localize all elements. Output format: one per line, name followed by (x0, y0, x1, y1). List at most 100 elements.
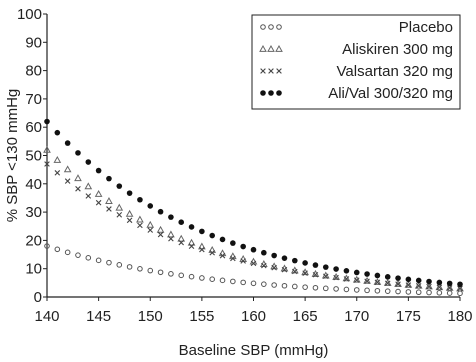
legend-entry: Placebo (260, 19, 453, 36)
data-point (75, 150, 81, 156)
data-point (333, 274, 339, 281)
data-point (415, 289, 422, 296)
data-point (415, 277, 422, 284)
data-point (199, 275, 205, 281)
data-point (147, 267, 154, 274)
x-tick-label: 155 (189, 308, 214, 325)
legend-marker (260, 24, 266, 30)
data-point (426, 283, 432, 290)
data-point (199, 228, 205, 235)
data-point (64, 178, 71, 184)
data-point (415, 283, 422, 289)
data-point (157, 208, 164, 215)
legend: Placebo Aliskiren 300 mg Valsartan 320 mg A… (251, 14, 461, 110)
data-point (105, 197, 113, 204)
data-point (240, 279, 246, 286)
data-point (199, 246, 205, 253)
data-point (126, 217, 133, 224)
data-point (136, 215, 144, 223)
legend-marker (276, 90, 282, 96)
data-point (177, 234, 186, 242)
legend-label: Valsartan 320 mg (337, 63, 453, 80)
data-point (209, 249, 215, 256)
data-point (281, 255, 288, 261)
data-point (281, 266, 288, 273)
data-point (343, 286, 350, 293)
data-point (240, 243, 246, 250)
data-point (384, 288, 391, 294)
data-point (137, 265, 143, 272)
data-point (281, 282, 288, 289)
data-point (85, 255, 92, 261)
data-point (188, 243, 195, 250)
legend-entry: Aliskiren 300 mg (259, 41, 453, 58)
data-point (106, 206, 112, 212)
data-point (178, 219, 185, 225)
data-point (364, 287, 370, 294)
data-point (115, 203, 124, 211)
y-tick-label: 20 (25, 232, 42, 249)
data-point (208, 245, 217, 253)
data-point (54, 246, 61, 253)
data-point (74, 174, 82, 182)
legend-marker (268, 24, 274, 30)
data-point (364, 278, 370, 285)
data-point (271, 252, 277, 259)
data-point (353, 277, 360, 283)
data-point (374, 279, 381, 286)
data-point (353, 287, 360, 293)
data-point (64, 140, 71, 146)
legend-label: Ali/Val 300/320 mg (328, 85, 453, 102)
data-point (322, 273, 329, 280)
y-tick-label: 80 (25, 63, 42, 80)
legend-entry: Valsartan 320 mg (260, 63, 453, 80)
y-axis-label: % SBP <130 mmHg (4, 89, 21, 223)
y-tick-label: 70 (25, 91, 42, 108)
legend-marker (276, 68, 282, 74)
y-tick-label: 10 (25, 261, 42, 278)
data-point (63, 165, 72, 173)
legend-marker (259, 44, 267, 52)
legend-marker (275, 44, 283, 52)
data-point (168, 214, 174, 220)
x-tick-label: 175 (396, 308, 421, 325)
data-point (322, 285, 329, 292)
data-point (292, 283, 298, 290)
series-2 (44, 161, 463, 292)
y-tick-label: 40 (25, 176, 42, 193)
data-point (116, 262, 123, 268)
legend-label: Placebo (399, 19, 453, 36)
data-point (188, 273, 195, 280)
data-point (373, 277, 382, 285)
x-tick-label: 150 (138, 308, 163, 325)
data-point (95, 199, 102, 206)
data-point (384, 280, 391, 287)
data-point (342, 274, 351, 282)
data-point (106, 259, 112, 266)
data-point (230, 278, 236, 285)
data-point (343, 276, 350, 282)
data-point (157, 231, 164, 238)
data-point (156, 225, 165, 233)
data-point (312, 284, 319, 291)
y-tick-label: 60 (25, 119, 42, 136)
data-point (168, 271, 174, 277)
data-point (457, 281, 463, 288)
data-point (209, 232, 215, 239)
legend-marker (260, 90, 266, 96)
data-point (405, 289, 412, 295)
data-point (219, 277, 226, 284)
data-point (405, 282, 412, 288)
data-point (116, 183, 123, 189)
data-point (292, 257, 298, 264)
data-point (374, 272, 381, 279)
data-point (302, 284, 308, 290)
data-point (218, 249, 227, 257)
x-tick-label: 170 (344, 308, 369, 325)
data-point (230, 240, 236, 246)
data-point (414, 281, 423, 289)
data-point (394, 279, 402, 287)
data-point (395, 275, 401, 281)
legend-marker (260, 68, 266, 74)
data-point (75, 252, 81, 258)
